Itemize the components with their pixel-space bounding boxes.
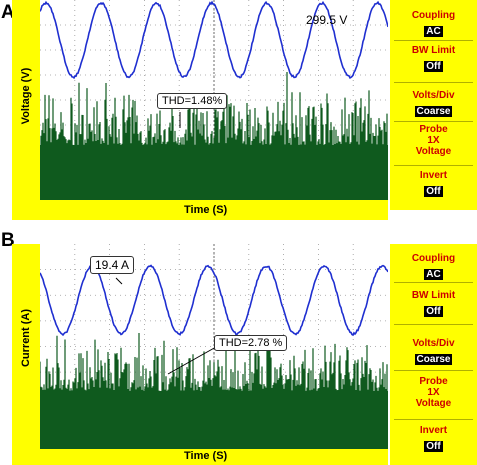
panel-a: A Voltage (V) Time (S) 299.5 V THD=1.48%… [0, 0, 477, 220]
menu-title: Volts/Div [412, 338, 455, 349]
side-menu: Coupling AC BW Limit Off Volts/Div Coars… [390, 244, 477, 465]
waveform-plot [40, 0, 388, 200]
menu-title: Invert [419, 425, 448, 436]
y-axis-label: Voltage (V) [20, 67, 32, 125]
waveform-plot [40, 244, 388, 449]
thd-callout: THD=2.78 % [214, 335, 288, 351]
amplitude-label: 299.5 V [306, 13, 348, 27]
menu-title: Invert [419, 170, 448, 181]
menu-value: Off [424, 306, 443, 317]
menu-divider [394, 40, 473, 41]
menu-item-bw-limit[interactable]: BW Limit Off [390, 45, 477, 74]
panel-b: B Current (A) Time (S) 19.4 A THD=2.78 %… [0, 228, 477, 465]
menu-value: Off [424, 186, 443, 197]
menu-item-coupling[interactable]: Coupling AC [390, 10, 477, 39]
menu-item-invert[interactable]: Invert Off [390, 170, 477, 199]
y-axis-label: Current (A) [20, 308, 32, 368]
menu-item-probe[interactable]: Probe 1X Voltage [390, 124, 477, 157]
menu-title: Coupling [411, 10, 456, 21]
menu-title: Coupling [411, 253, 456, 264]
x-axis-label: Time (S) [184, 204, 228, 216]
panel-letter: A [1, 2, 15, 23]
menu-item-bw-limit[interactable]: BW Limit Off [390, 290, 477, 319]
menu-divider [394, 282, 473, 283]
menu-value: Coarse [414, 354, 453, 365]
menu-value: AC [424, 26, 443, 37]
menu-item-probe[interactable]: Probe 1X Voltage [390, 376, 477, 409]
menu-divider [394, 370, 473, 371]
menu-value: Off [424, 441, 443, 452]
x-axis-bar: Time (S) [12, 449, 388, 465]
menu-value: Off [424, 61, 443, 72]
y-axis-bar: Voltage (V) [12, 0, 40, 210]
menu-title: Probe 1X Voltage [415, 376, 452, 409]
thd-callout: THD=1.48% [157, 93, 228, 109]
harmonic-floor [40, 391, 388, 449]
menu-title: BW Limit [411, 290, 456, 301]
menu-title: BW Limit [411, 45, 456, 56]
callout-pointer [115, 277, 123, 285]
menu-value: Coarse [414, 106, 453, 117]
amplitude-callout: 19.4 A [90, 256, 135, 274]
menu-item-coupling[interactable]: Coupling AC [390, 253, 477, 282]
menu-divider [394, 165, 473, 166]
menu-value: AC [424, 269, 443, 280]
menu-divider [394, 419, 473, 420]
x-axis-label: Time (S) [184, 450, 228, 462]
menu-title: Probe 1X Voltage [415, 124, 452, 157]
menu-item-volts-div[interactable]: Volts/Div Coarse [390, 90, 477, 119]
y-axis-bar: Current (A) [12, 244, 40, 455]
side-menu: Coupling AC BW Limit Off Volts/Div Coars… [390, 0, 477, 210]
menu-divider [394, 324, 473, 325]
panel-letter: B [1, 230, 15, 251]
callout-pointer [167, 346, 217, 375]
menu-item-volts-div[interactable]: Volts/Div Coarse [390, 338, 477, 367]
x-axis-bar: Time (S) [12, 200, 388, 220]
menu-divider [394, 121, 473, 122]
menu-title: Volts/Div [412, 90, 455, 101]
harmonic-floor [40, 145, 388, 200]
menu-divider [394, 82, 473, 83]
waveform-trace [40, 0, 388, 80]
menu-item-invert[interactable]: Invert Off [390, 425, 477, 454]
